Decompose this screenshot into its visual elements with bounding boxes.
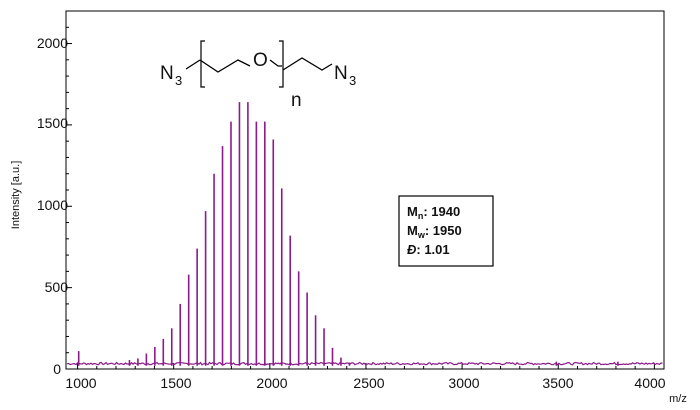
x-tick-label-2000: 2000 bbox=[256, 375, 287, 391]
x-tick-label-1000: 1000 bbox=[65, 375, 96, 391]
x-tick-label-1500: 1500 bbox=[160, 375, 191, 391]
stats-box-frame bbox=[398, 195, 494, 267]
x-tick-labels: 1000 1500 2000 2500 3000 3500 4000 bbox=[65, 375, 665, 391]
axis-ticks bbox=[66, 26, 655, 370]
x-tick-label-2500: 2500 bbox=[353, 375, 384, 391]
y-tick-label-1500: 1500 bbox=[37, 115, 68, 131]
repeat-n: n bbox=[291, 90, 302, 111]
y-tick-label-0: 0 bbox=[53, 361, 61, 377]
mn-label: Mn: 1940 bbox=[407, 204, 460, 221]
left-azide-sub: 3 bbox=[175, 73, 182, 88]
baseline-noise-line bbox=[66, 361, 663, 366]
right-azide-n: N bbox=[334, 63, 348, 84]
bond-right bbox=[282, 57, 333, 71]
y-axis-title: Intensity [a.u.] bbox=[10, 161, 22, 229]
bond-chain-left bbox=[199, 59, 251, 73]
right-azide-sub: 3 bbox=[349, 73, 356, 88]
spectrum-peaks bbox=[77, 102, 619, 366]
y-tick-label-2000: 2000 bbox=[37, 35, 68, 51]
y-tick-label-1000: 1000 bbox=[37, 197, 68, 213]
dispersity-label: Đ: 1.01 bbox=[407, 242, 450, 257]
y-tick-label-500: 500 bbox=[45, 279, 69, 295]
bond-left-1 bbox=[185, 59, 201, 70]
spectrum-baseline bbox=[66, 361, 663, 366]
x-tick-label-3500: 3500 bbox=[542, 375, 573, 391]
chemical-structure: N 3 O n N 3 bbox=[160, 40, 356, 111]
plot-frame bbox=[65, 10, 665, 370]
bond-chain-right bbox=[269, 59, 282, 67]
oxygen-atom: O bbox=[253, 50, 268, 71]
x-tick-label-4000: 4000 bbox=[634, 375, 665, 391]
left-bracket bbox=[200, 40, 205, 88]
molecular-weight-stats-box: Mn: 1940 Mw: 1950 Đ: 1.01 bbox=[398, 195, 494, 267]
x-tick-label-3000: 3000 bbox=[448, 375, 479, 391]
x-axis-title: m/z bbox=[669, 393, 687, 405]
left-azide-n: N bbox=[160, 63, 174, 84]
right-bracket bbox=[279, 40, 284, 88]
mw-label: Mw: 1950 bbox=[407, 223, 462, 240]
y-tick-labels: 0 500 1000 1500 2000 bbox=[37, 35, 68, 377]
